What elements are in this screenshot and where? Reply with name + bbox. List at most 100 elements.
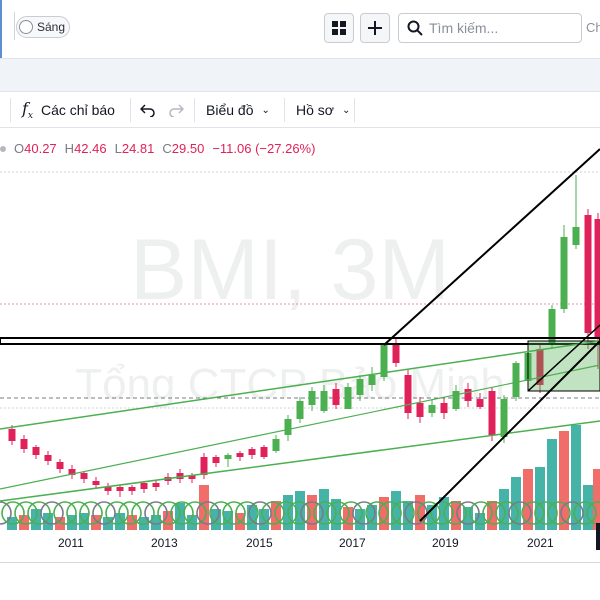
volume-bar [379,497,389,530]
candle-body [320,391,328,411]
add-button[interactable] [360,13,390,43]
trend-line-upper [383,148,600,346]
candle-body [236,453,244,457]
time-axis[interactable]: 2011 2013 2015 2017 2019 2021 [0,530,600,556]
price-chart[interactable]: BMI, 3M Tổng CTCP Bảo Minh [0,129,600,530]
circle-marker [482,501,506,525]
indicators-label: Các chỉ báo [41,102,115,118]
candle-body [140,483,148,489]
volume-bar [247,505,257,530]
candle-body [368,375,376,385]
drawings-layer [0,148,600,522]
candle-body [260,447,268,457]
layout-grid-button[interactable] [324,13,354,43]
watermark-symbol: BMI, 3M [130,222,450,318]
high-value: 42.46 [74,141,107,156]
channel-mid-line [0,364,600,490]
search-icon [407,20,423,36]
profile-label: Hồ sơ [296,102,334,118]
volume-bar [451,501,461,530]
circle-marker [287,501,311,525]
candle-body [488,391,496,435]
candle-body [56,462,64,469]
volume-bar [31,509,41,530]
candle-body [248,449,256,455]
watermark-company: Tổng CTCP Bảo Minh [75,360,505,409]
header-band [0,58,600,92]
candle-body [416,403,424,417]
candle-body [332,389,340,405]
volume-bar [307,495,317,530]
toolbar-divider [10,98,11,122]
toolbar-divider [284,98,285,122]
circle-marker [66,501,90,525]
circle-marker [339,501,363,525]
candle-body [512,363,520,397]
undo-button[interactable] [140,92,156,128]
volume-bar [559,431,569,530]
circle-marker [261,501,285,525]
candle-body [212,457,220,463]
indicators-button[interactable]: fx Các chỉ báo [22,92,115,128]
candle-body [584,215,592,333]
profile-button[interactable]: Hồ sơ ⌄ [296,92,350,128]
theme-toggle-label: Sáng [37,20,66,34]
candle-body [500,399,508,437]
trend-line-short [527,324,600,392]
chevron-down-icon: ⌄ [341,104,351,116]
x-tick-label: 2019 [432,536,459,550]
circle-marker [27,501,51,525]
circle-marker [183,501,207,525]
axis-marker [596,523,600,550]
volume-bar [151,515,161,530]
candle-body [116,487,124,491]
circle-marker [456,501,480,525]
x-tick-label: 2021 [527,536,554,550]
circle-marker [53,501,77,525]
circle-marker [378,501,402,525]
candle-body [200,457,208,475]
circle-marker [118,501,142,525]
circle-marker [508,501,532,525]
open-key: O [14,141,25,156]
x-tick-label: 2011 [58,536,84,550]
circle-marker [105,501,129,525]
candle-body [308,391,316,405]
redo-button[interactable] [168,92,184,128]
toolbar-divider [354,98,355,122]
candle-body [440,403,448,413]
circle-marker [209,501,233,525]
candle-body [536,349,544,385]
change-value: −11.06 (−27.26%) [212,141,316,156]
circle-marker [352,501,376,525]
volume-bar [523,469,533,530]
volume-bar [163,511,173,530]
open-value: 40.27 [24,141,57,156]
search-input[interactable]: Tìm kiếm... [398,13,582,43]
trend-line-lower [419,340,600,522]
circle-marker [469,501,493,525]
circle-marker [131,501,155,525]
circle-marker [417,501,441,525]
circle-marker [495,501,519,525]
candle-body [152,483,160,487]
toolbar-divider [130,98,131,122]
circles-layer [0,501,600,525]
chart-pane[interactable]: BMI, 3M Tổng CTCP Bảo Minh O40.27 H42.46 L… [0,129,600,530]
toolbar-divider [14,12,15,40]
circle-marker [222,501,246,525]
circle-marker [521,501,545,525]
circle-marker [0,501,12,525]
volume-bar [391,491,401,530]
candle-body [68,469,76,475]
search-placeholder: Tìm kiếm... [429,20,499,36]
candle-body [404,375,412,413]
candle-body [464,389,472,401]
top-bar: Sáng Tìm kiếm... Ch [0,0,600,58]
circle-marker [144,501,168,525]
circle-marker [92,501,116,525]
fx-icon: fx [22,98,33,122]
circle-marker [235,501,259,525]
chart-type-button[interactable]: Biểu đồ ⌄ [206,92,270,128]
theme-toggle[interactable]: Sáng [16,16,70,38]
